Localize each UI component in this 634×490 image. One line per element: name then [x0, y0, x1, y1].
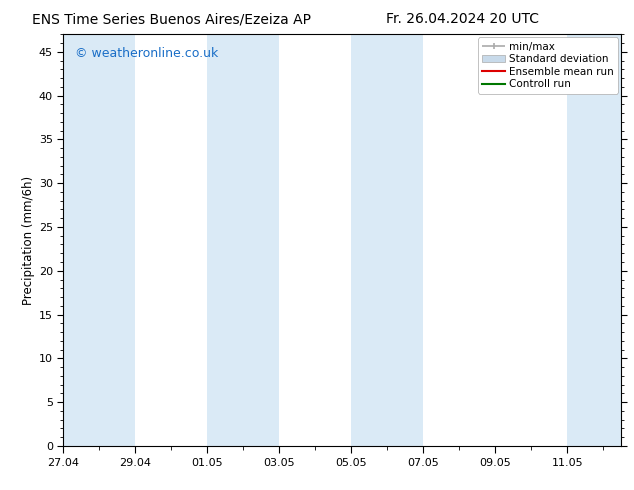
Bar — [207, 34, 280, 446]
Bar — [63, 34, 136, 446]
Text: Fr. 26.04.2024 20 UTC: Fr. 26.04.2024 20 UTC — [386, 12, 540, 26]
Text: ENS Time Series Buenos Aires/Ezeiza AP: ENS Time Series Buenos Aires/Ezeiza AP — [32, 12, 311, 26]
Text: © weatheronline.co.uk: © weatheronline.co.uk — [75, 47, 218, 60]
Y-axis label: Precipitation (mm/6h): Precipitation (mm/6h) — [22, 175, 35, 305]
Bar — [567, 34, 621, 446]
Legend: min/max, Standard deviation, Ensemble mean run, Controll run: min/max, Standard deviation, Ensemble me… — [478, 37, 618, 94]
Bar — [351, 34, 424, 446]
